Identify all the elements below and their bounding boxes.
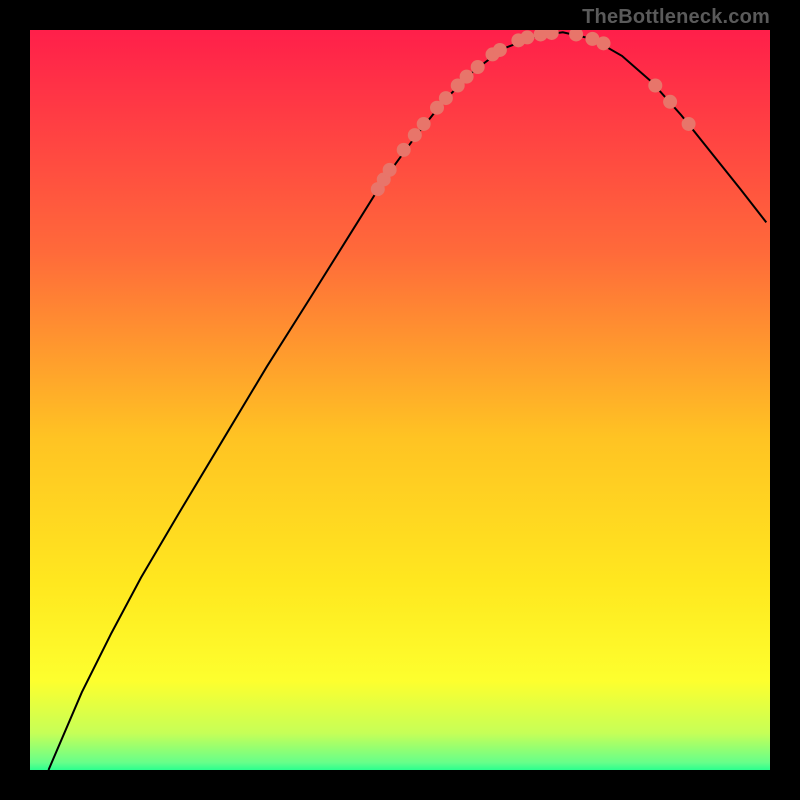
curve-marker <box>682 117 696 131</box>
curve-marker <box>545 30 559 40</box>
curve-marker <box>460 70 474 84</box>
curve-marker <box>383 163 397 177</box>
curve-marker <box>493 43 507 57</box>
curve-marker <box>417 117 431 131</box>
curve-marker <box>648 79 662 93</box>
curve-marker <box>597 36 611 50</box>
curve-marker <box>569 30 583 41</box>
curve-marker <box>397 143 411 157</box>
curve-marker <box>663 95 677 109</box>
chart-overlay <box>30 30 770 770</box>
curve-marker <box>439 91 453 105</box>
curve-marker <box>520 30 534 44</box>
chart-area <box>30 30 770 770</box>
curve-marker <box>471 60 485 74</box>
watermark-text: TheBottleneck.com <box>582 6 770 29</box>
curve-markers-group <box>371 30 696 196</box>
curve-marker <box>408 128 422 142</box>
bottleneck-curve <box>49 32 767 770</box>
